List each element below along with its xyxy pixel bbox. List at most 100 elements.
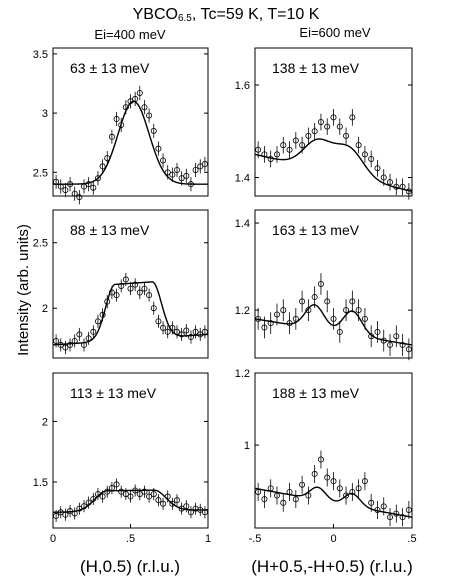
data-point bbox=[164, 328, 171, 335]
data-point bbox=[173, 166, 180, 173]
panel-energy-label: 113 ± 13 meV bbox=[70, 385, 157, 401]
data-point bbox=[405, 506, 412, 513]
fit-curve bbox=[254, 304, 413, 346]
column-left-title: Ei=400 meV bbox=[94, 27, 166, 42]
panel-6: 1 1.2 -.5 0 .5 188 ± 13 meV bbox=[235, 368, 417, 545]
data-point bbox=[387, 341, 394, 348]
fit-curve bbox=[52, 489, 209, 513]
data-point bbox=[336, 485, 343, 492]
data-point bbox=[90, 328, 97, 335]
x-axis-label-left: (H,0.5) (r.l.u.) bbox=[80, 557, 180, 576]
data-point bbox=[150, 305, 157, 312]
data-point bbox=[118, 488, 125, 495]
data-point bbox=[169, 500, 176, 507]
data-point bbox=[317, 119, 324, 126]
data-point bbox=[311, 294, 318, 301]
data-point bbox=[267, 320, 274, 327]
data-point bbox=[99, 163, 106, 170]
data-point bbox=[343, 307, 350, 314]
fit-curve bbox=[254, 138, 413, 193]
x-tick-label: .5 bbox=[407, 533, 416, 545]
y-tick-label: 2 bbox=[42, 303, 48, 315]
data-point bbox=[94, 318, 101, 325]
data-point bbox=[368, 499, 375, 506]
panel-3: 2 2.5 88 ± 13 meV bbox=[33, 209, 209, 359]
data-point bbox=[317, 280, 324, 287]
data-point bbox=[160, 324, 167, 331]
data-point bbox=[261, 496, 268, 503]
data-point bbox=[292, 137, 299, 144]
data-point bbox=[67, 341, 74, 348]
y-tick-label: 2 bbox=[42, 416, 48, 428]
data-point bbox=[90, 184, 97, 191]
data-point bbox=[330, 315, 337, 322]
data-point bbox=[122, 491, 129, 498]
data-point bbox=[160, 157, 167, 164]
y-tick-label: 1.5 bbox=[33, 477, 48, 489]
data-point bbox=[178, 331, 185, 338]
data-point bbox=[299, 481, 306, 488]
data-point bbox=[136, 491, 143, 498]
panel-2: 1.4 1.6 138 ± 13 meV bbox=[235, 47, 413, 200]
data-point bbox=[160, 500, 167, 507]
panel-frame bbox=[52, 47, 209, 197]
figure-title: YBCO6.5, Tc=59 K, T=10 K bbox=[133, 6, 320, 24]
data-point bbox=[108, 133, 115, 140]
data-point bbox=[183, 172, 190, 179]
data-point bbox=[280, 142, 287, 149]
data-point bbox=[311, 470, 318, 477]
data-point bbox=[150, 491, 157, 498]
data-point bbox=[349, 298, 356, 305]
data-point bbox=[261, 324, 268, 331]
data-point bbox=[53, 337, 60, 344]
data-point bbox=[361, 151, 368, 158]
data-point bbox=[173, 497, 180, 504]
data-point bbox=[280, 499, 287, 506]
data-point bbox=[113, 116, 120, 123]
data-point bbox=[192, 166, 199, 173]
y-tick-label: 3.5 bbox=[33, 49, 48, 61]
fit-curve bbox=[53, 100, 208, 185]
data-point bbox=[94, 175, 101, 182]
data-point bbox=[141, 285, 148, 292]
data-point bbox=[62, 344, 69, 351]
data-point bbox=[387, 514, 394, 521]
panel-energy-label: 163 ± 13 meV bbox=[272, 222, 360, 238]
data-point bbox=[146, 292, 153, 299]
x-tick-label: 0 bbox=[50, 533, 56, 545]
panel-energy-label: 63 ± 13 meV bbox=[70, 60, 150, 76]
data-point bbox=[169, 171, 176, 178]
data-point bbox=[355, 485, 362, 492]
data-point bbox=[330, 478, 337, 485]
data-point bbox=[317, 456, 324, 463]
y-tick-label: 3 bbox=[42, 108, 48, 120]
y-tick-label: 1.4 bbox=[235, 218, 250, 230]
panel-energy-label: 188 ± 13 meV bbox=[272, 385, 360, 401]
data-point bbox=[113, 292, 120, 299]
panel-4: 1.2 1.4 163 ± 13 meV bbox=[235, 209, 413, 361]
data-point bbox=[280, 307, 287, 314]
data-point bbox=[324, 123, 331, 130]
panel-frame bbox=[52, 209, 209, 359]
column-right-title: Ei=600 meV bbox=[299, 25, 371, 40]
data-point bbox=[330, 114, 337, 121]
data-point bbox=[197, 163, 204, 170]
data-point bbox=[155, 497, 162, 504]
y-tick-label: 1.2 bbox=[235, 305, 250, 317]
data-point bbox=[183, 327, 190, 334]
data-point bbox=[349, 114, 356, 121]
data-point bbox=[178, 175, 185, 182]
data-point bbox=[113, 481, 120, 488]
data-point bbox=[71, 190, 78, 197]
data-point bbox=[305, 132, 312, 139]
data-point bbox=[343, 132, 350, 139]
data-point bbox=[292, 315, 299, 322]
data-point bbox=[127, 285, 134, 292]
data-point bbox=[53, 512, 60, 519]
data-point bbox=[324, 474, 331, 481]
data-point bbox=[380, 503, 387, 510]
y-tick-label: 1.4 bbox=[235, 173, 250, 185]
data-point bbox=[201, 161, 208, 168]
